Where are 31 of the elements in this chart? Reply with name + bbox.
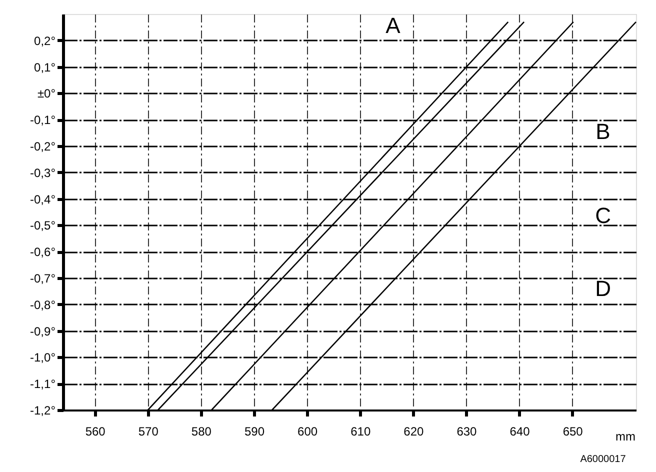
annotation: C [595, 203, 612, 228]
y-tick-label: -0,7° [30, 272, 56, 286]
y-tick-label: -0,9° [30, 324, 56, 338]
y-tick-label: -0,8° [30, 298, 56, 312]
y-tick-label: -0,3° [30, 166, 56, 180]
annotation: B [596, 119, 610, 144]
x-axis-title: mm [616, 430, 636, 444]
y-tick-label: -0,5° [30, 218, 56, 233]
y-tick-label: -1,2° [30, 404, 56, 418]
y-tick-label: -1,1° [30, 377, 56, 392]
y-tick-label: -0,2° [30, 140, 56, 154]
x-tick-label: 560 [85, 424, 106, 438]
x-tick-label: 630 [456, 424, 478, 438]
x-tick-label: 640 [510, 424, 530, 438]
y-tick-label: 0,1° [34, 60, 56, 74]
y-tick-label: ±0° [37, 86, 56, 101]
x-tick-label: 570 [138, 424, 159, 438]
x-tick-label: 610 [350, 424, 371, 438]
y-tick-label: -0,6° [30, 245, 56, 260]
annotation: D [595, 276, 611, 301]
y-tick-label: -1,0° [30, 350, 56, 365]
y-tick-label: -0,4° [30, 192, 56, 206]
x-tick-label: 600 [298, 424, 318, 438]
y-tick-label: -0,1° [30, 113, 56, 128]
x-tick-label: 580 [191, 424, 212, 438]
y-tick-label: 0,2° [34, 34, 56, 48]
x-tick-label: 620 [404, 424, 424, 438]
x-tick-label: 590 [244, 424, 265, 438]
x-tick-label: 650 [562, 424, 584, 438]
text: A6000017 [580, 454, 626, 465]
annotation: A [386, 13, 401, 38]
